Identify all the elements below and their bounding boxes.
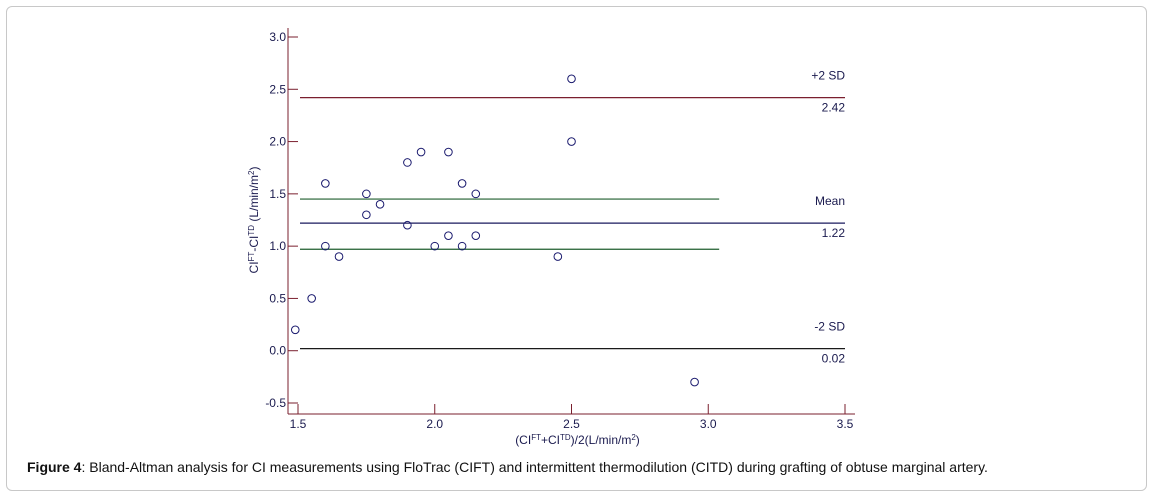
data-point xyxy=(290,325,300,335)
x-tick-label: 2.0 xyxy=(426,417,443,431)
data-point xyxy=(471,189,481,199)
x-tick-label: 3.5 xyxy=(837,417,854,431)
figure-caption: Figure 4: Bland-Altman analysis for CI m… xyxy=(27,459,1137,475)
ref-label-upper-sd: +2 SD xyxy=(811,69,845,83)
y-tick-label: -0.5 xyxy=(265,396,286,410)
y-axis-title: CIFT-CITD (L/min/m2) xyxy=(247,167,262,274)
title-superscript: 2 xyxy=(247,170,256,175)
data-point xyxy=(362,210,371,220)
reference-lines: +2 SD 2.42 Mean 1.22 -2 SD 0.02 xyxy=(300,69,845,366)
title-text: -CI xyxy=(247,236,261,252)
x-axis-title: (CIFT+CITD)/2(L/min/m2) xyxy=(515,433,640,448)
title-text: (CI xyxy=(515,433,531,447)
data-point xyxy=(567,137,576,146)
y-tick-label: 1.0 xyxy=(269,239,286,253)
data-point xyxy=(567,74,576,84)
caption-text: : Bland-Altman analysis for CI measureme… xyxy=(81,459,988,475)
figure-frame xyxy=(6,6,1147,491)
title-text: (L/min/m xyxy=(247,175,261,225)
data-point xyxy=(321,179,330,188)
title-text: CI xyxy=(247,261,261,273)
data-point xyxy=(553,252,563,261)
data-point xyxy=(416,147,426,157)
caption-label: Figure 4 xyxy=(27,459,82,475)
title-text: )/2(L/min/m xyxy=(571,433,632,447)
ref-label-lower-sd: -2 SD xyxy=(814,320,845,334)
data-point xyxy=(471,231,481,240)
y-tick-label: 1.5 xyxy=(269,187,286,201)
x-tick-label: 2.5 xyxy=(563,417,580,431)
data-points xyxy=(290,74,699,387)
bland-altman-chart: 3.0 2.5 2.0 1.5 1.0 0.5 0.0 -0.5 1.5 2.0 2.5 3.0 3.5… xyxy=(247,28,855,448)
data-point xyxy=(457,241,467,251)
title-superscript: FT xyxy=(247,252,256,262)
y-tick-label: 0.0 xyxy=(269,344,286,358)
title-superscript: TD xyxy=(247,225,256,236)
data-point xyxy=(321,241,330,251)
data-point xyxy=(444,147,453,157)
title-text: ) xyxy=(247,167,261,171)
data-point xyxy=(444,231,453,240)
title-superscript: 2 xyxy=(631,433,636,442)
data-point xyxy=(375,200,385,209)
ref-label-mean: Mean xyxy=(815,194,845,208)
data-point xyxy=(403,158,412,167)
title-text: ) xyxy=(636,433,640,447)
y-tick-label: 2.5 xyxy=(269,82,286,96)
title-text: +CI xyxy=(541,433,560,447)
title-superscript: TD xyxy=(560,433,571,442)
data-point xyxy=(430,241,440,251)
data-point xyxy=(362,189,371,199)
y-tick-label: 0.5 xyxy=(269,291,286,305)
x-tick-label: 3.0 xyxy=(700,417,717,431)
data-point xyxy=(690,377,699,387)
data-point xyxy=(307,294,316,303)
axes: 3.0 2.5 2.0 1.5 1.0 0.5 0.0 -0.5 1.5 2.0 2.5 3.0 3.5 xyxy=(265,28,855,431)
ref-value-lower-sd: 0.02 xyxy=(822,352,846,366)
x-tick-label: 1.5 xyxy=(290,417,307,431)
ref-value-mean: 1.22 xyxy=(822,226,846,240)
ref-value-upper-sd: 2.42 xyxy=(822,101,846,115)
y-tick-label: 2.0 xyxy=(269,135,286,149)
data-point xyxy=(334,252,344,261)
title-superscript: FT xyxy=(531,433,541,442)
data-point xyxy=(403,220,412,230)
y-tick-label: 3.0 xyxy=(269,30,286,44)
data-point xyxy=(457,179,467,188)
